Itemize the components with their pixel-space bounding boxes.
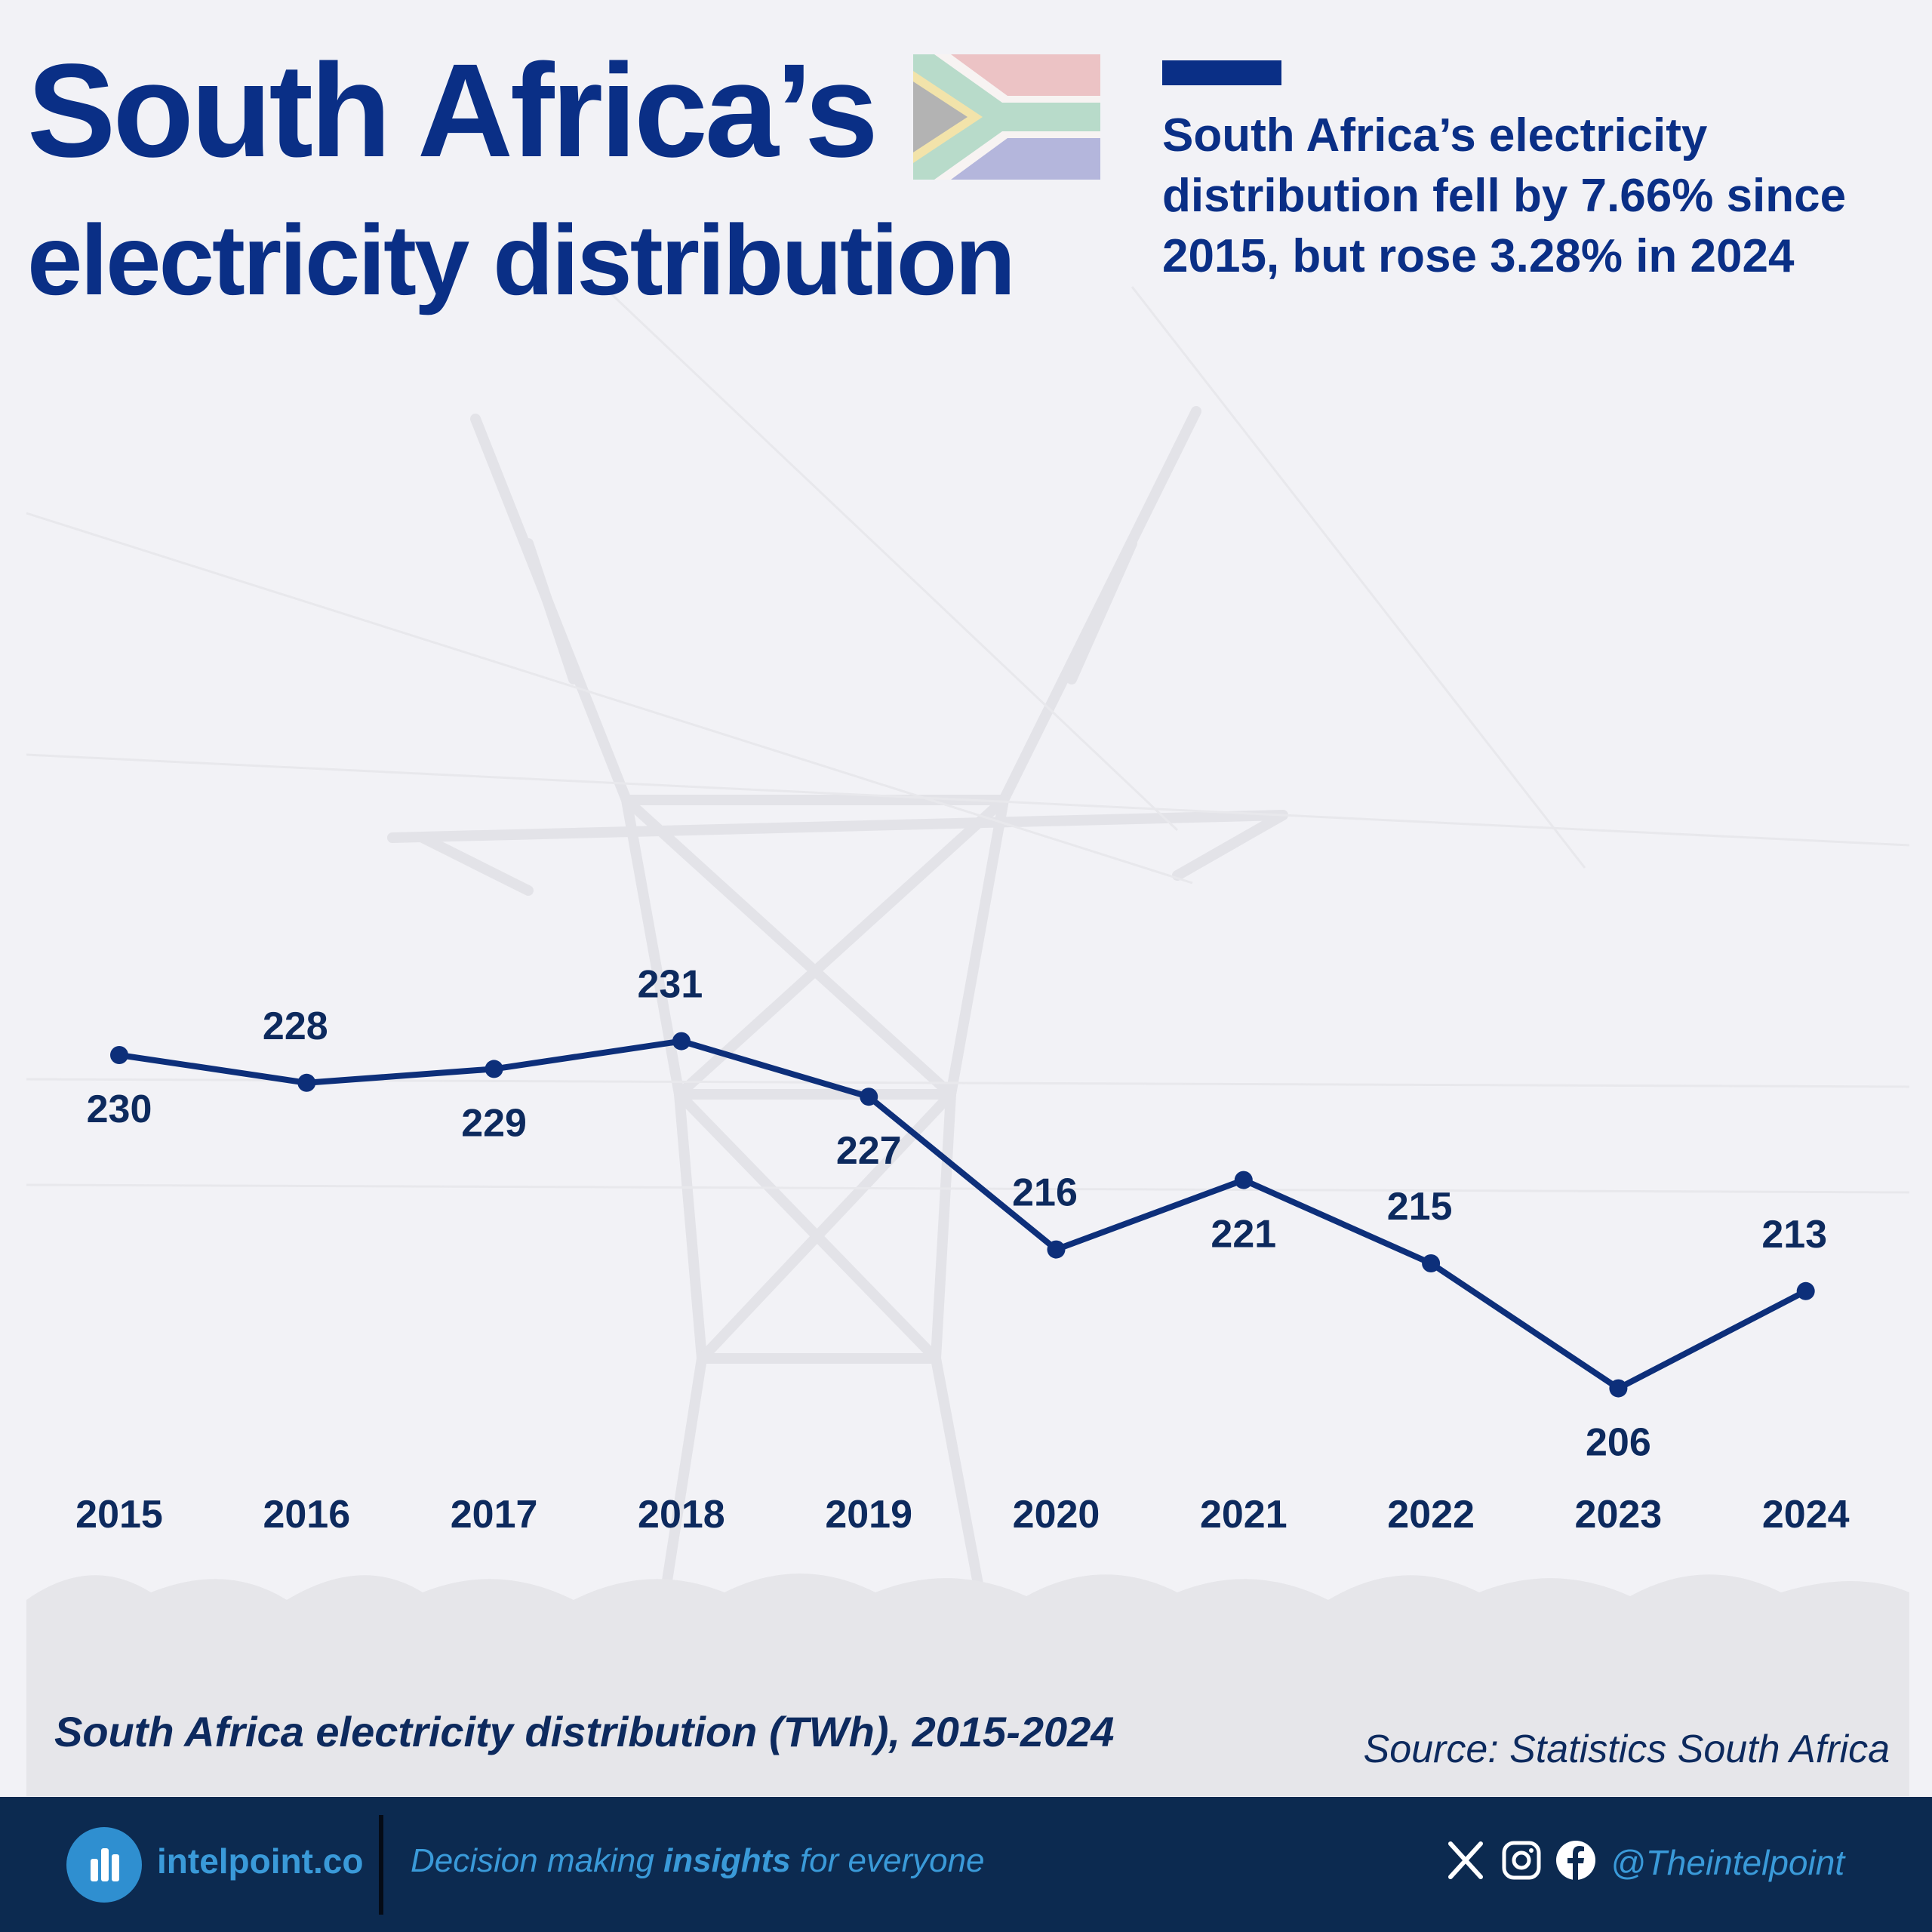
south-africa-flag-icon (913, 54, 1100, 180)
x-tick-label: 2017 (451, 1493, 538, 1537)
tagline-bold: insights (663, 1842, 791, 1879)
data-label: 213 (1761, 1213, 1827, 1257)
x-icon[interactable] (1443, 1838, 1488, 1883)
data-point (297, 1073, 316, 1092)
subtitle: South Africa’s electricity distribution … (1162, 109, 1847, 282)
data-label: 215 (1387, 1185, 1453, 1229)
x-tick-label: 2023 (1575, 1493, 1663, 1537)
x-tick-label: 2022 (1387, 1493, 1475, 1537)
data-point (1796, 1281, 1815, 1300)
tagline-pre: Decision making (411, 1842, 664, 1879)
data-point (1234, 1171, 1253, 1189)
subtitle-accent-bar (1162, 60, 1281, 85)
footer: intelpoint.co Decision making insights f… (0, 1797, 1932, 1932)
data-label: 206 (1586, 1421, 1651, 1465)
page-title: South Africa’s (27, 37, 878, 185)
facebook-icon[interactable] (1553, 1838, 1598, 1883)
chart-caption: South Africa electricity distribution (T… (54, 1708, 1115, 1755)
data-point (1609, 1379, 1628, 1398)
data-label: 231 (638, 963, 703, 1007)
instagram-icon[interactable] (1499, 1838, 1544, 1883)
data-point (860, 1088, 878, 1106)
footer-divider (379, 1815, 383, 1915)
brand-name[interactable]: intelpoint.co (157, 1841, 364, 1881)
data-label: 227 (836, 1129, 902, 1173)
intelpoint-logo-icon (66, 1827, 142, 1903)
tagline: Decision making insights for everyone (411, 1842, 985, 1880)
data-point (485, 1060, 503, 1078)
tagline-post: for everyone (790, 1842, 985, 1879)
data-point (672, 1032, 691, 1051)
data-point (110, 1046, 128, 1064)
data-label: 216 (1012, 1171, 1078, 1215)
page-title-line2: electricity distribution (27, 205, 1016, 315)
data-label: 221 (1211, 1213, 1276, 1257)
data-label: 229 (461, 1101, 527, 1145)
data-label: 230 (87, 1088, 152, 1131)
source-note: Source: Statistics South Africa (1363, 1727, 1890, 1771)
series-line (118, 1038, 1807, 1392)
data-label: 228 (263, 1004, 328, 1048)
data-point (1422, 1254, 1441, 1272)
x-tick-label: 2021 (1200, 1493, 1287, 1537)
data-point (1047, 1240, 1066, 1259)
x-tick-label: 2015 (75, 1493, 163, 1537)
x-tick-label: 2016 (263, 1493, 350, 1537)
x-tick-label: 2018 (638, 1493, 725, 1537)
x-tick-label: 2024 (1762, 1493, 1850, 1537)
x-tick-label: 2019 (825, 1493, 912, 1537)
x-tick-label: 2020 (1013, 1493, 1100, 1537)
social-handle[interactable]: @Theintelpoint (1611, 1843, 1845, 1882)
